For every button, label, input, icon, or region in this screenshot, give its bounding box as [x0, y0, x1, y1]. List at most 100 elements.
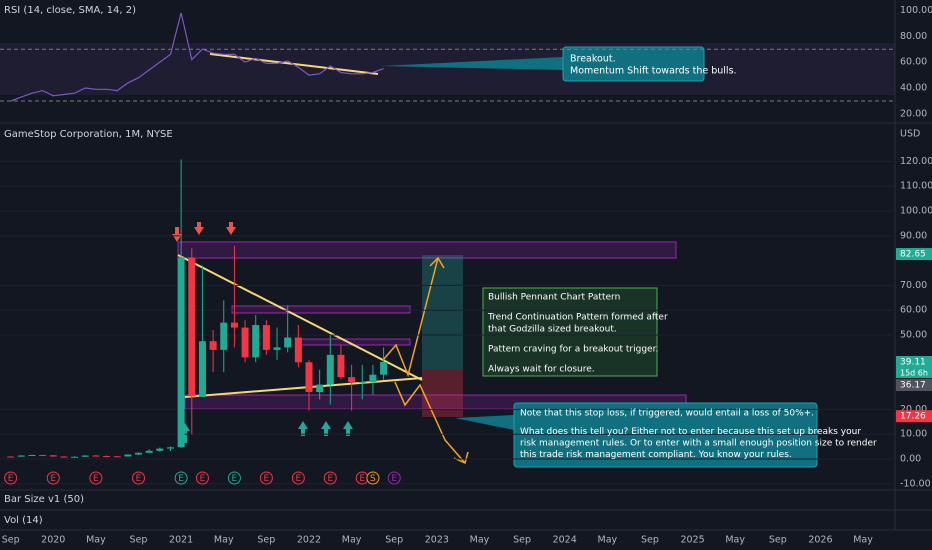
annotation-text: Pattern craving for a breakout trigger. [488, 345, 658, 355]
x-tick-label: May [853, 535, 873, 546]
annotation-text: Breakout. [570, 54, 616, 65]
candle-body [284, 337, 292, 348]
candle-body [60, 456, 68, 458]
candle-body [81, 455, 89, 457]
price-label-box [896, 379, 932, 392]
pane-title: Bar Size v1 (50) [4, 494, 84, 505]
zone [231, 305, 411, 314]
event-marker [174, 471, 188, 485]
candle-body [39, 455, 47, 457]
event-label: S [370, 474, 376, 484]
y-tick-label: 90.00 [900, 230, 927, 241]
zone [177, 241, 677, 259]
y-tick-label: 40.00 [900, 83, 927, 94]
event-label: E [264, 474, 270, 484]
annotation-text: Bullish Pennant Chart Pattern [488, 293, 620, 303]
annotation-text: Momentum Shift towards the bulls. [570, 66, 737, 77]
x-tick-label: 2023 [425, 535, 449, 546]
candle-body [49, 455, 57, 457]
pane-title: Vol (14) [4, 515, 43, 526]
candle-body [7, 456, 15, 458]
y-tick-label: 60.00 [900, 57, 927, 68]
x-tick-label: Sep [257, 535, 275, 546]
y-tick-label: 100.00 [900, 5, 932, 16]
candle-body [209, 341, 217, 350]
event-label: E [50, 474, 56, 484]
x-tick-label: May [214, 535, 234, 546]
candle-body [316, 384, 324, 393]
event-label: E [93, 474, 99, 484]
event-marker [323, 471, 337, 485]
projection-arrow [382, 257, 439, 378]
x-tick-label: May [342, 535, 362, 546]
x-tick-label: 2022 [297, 535, 321, 546]
price-label: 82.65 [900, 250, 926, 260]
candle-body [113, 456, 121, 458]
y-tick-label: 20.00 [900, 108, 927, 119]
callout-pointer [380, 57, 563, 70]
candle-body [124, 454, 132, 457]
x-tick-label: Sep [385, 535, 403, 546]
annotation-text: Always wait for closure. [488, 365, 595, 375]
candle-body [156, 448, 164, 451]
currency: USD [900, 129, 920, 140]
x-tick-label: 2025 [680, 535, 704, 546]
arrow-head [453, 451, 469, 465]
candle-body [369, 374, 377, 383]
countdown-box [896, 368, 932, 379]
candles [7, 159, 388, 458]
price-label: 39.11 [900, 358, 926, 368]
x-tick-label: May [86, 535, 106, 546]
y-tick-label: 60.00 [900, 305, 927, 316]
event-marker [195, 471, 209, 485]
y-tick-label: 120.00 [900, 156, 932, 167]
candle-body [177, 257, 185, 448]
price-label-box [896, 356, 932, 369]
annotation-text: Note that this stop loss, if triggered, … [520, 409, 814, 419]
countdown: 15d 6h [900, 369, 928, 378]
candle-body [241, 327, 249, 358]
candle-body [220, 322, 228, 350]
x-tick-label: 2026 [808, 535, 832, 546]
candle-body [273, 347, 281, 350]
y-tick-label: -10.00 [900, 478, 931, 489]
event-marker [46, 471, 60, 485]
candle-body [135, 452, 143, 455]
y-tick-label: 70.00 [900, 280, 927, 291]
target-zone [422, 255, 463, 370]
candle-body [358, 382, 366, 384]
x-tick-label: Sep [2, 535, 20, 546]
event-label: E [8, 474, 14, 484]
event-label: E [200, 474, 206, 484]
x-tick-label: Sep [769, 535, 787, 546]
candle-body [337, 354, 345, 378]
event-label: E [391, 474, 397, 484]
y-tick-label: 20.00 [900, 404, 927, 415]
down-arrows [172, 222, 236, 242]
trendline [177, 254, 423, 381]
event-marker [291, 471, 305, 485]
candle-body [103, 456, 111, 458]
x-tick-label: Sep [641, 535, 659, 546]
candle-body [145, 450, 153, 453]
event-marker [259, 471, 273, 485]
y-tick-label: 80.00 [900, 31, 927, 42]
y-tick-label: 50.00 [900, 330, 927, 341]
candle-body [348, 377, 356, 383]
pane-title: GameStop Corporation, 1M, NYSE [4, 129, 173, 140]
candle-body [305, 362, 313, 393]
price-label: 36.17 [900, 381, 926, 391]
annotation-text: this trade risk management compliant. Yo… [520, 450, 792, 460]
event-marker [227, 471, 241, 485]
event-marker [89, 471, 103, 485]
trendline [184, 377, 423, 398]
y-tick-label: 10.00 [900, 429, 927, 440]
event-label: E [359, 474, 365, 484]
y-tick-label: 110.00 [900, 181, 932, 192]
candle-body [17, 455, 25, 457]
candle-body [380, 362, 388, 375]
event-marker [366, 471, 380, 485]
x-tick-label: May [470, 535, 490, 546]
candle-body [166, 447, 174, 449]
